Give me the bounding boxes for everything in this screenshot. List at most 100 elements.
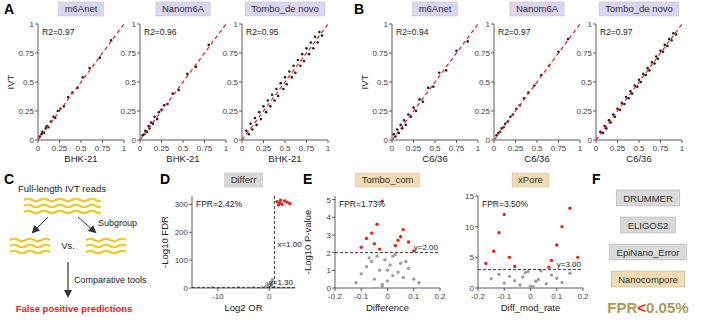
y-tick-label: 0.5 [581,78,593,87]
y-tick [137,140,140,141]
point [636,85,639,88]
title-box [245,2,325,16]
point [555,243,558,246]
point [396,239,399,242]
x-tick [494,140,495,143]
figure: ABCDEF00.250.50.75100.250.50.751R2=0.97m… [0,0,707,326]
title-box [512,173,549,187]
y-tick-label: 0.75 [222,49,238,58]
point [262,105,265,108]
x-axis-label: Log2 OR [224,302,262,313]
y-axis [192,196,193,288]
plot: 00.250.50.75100.250.50.751R2=0.94m6AnetC… [359,2,481,164]
point [407,240,410,243]
plot: 00.250.50.75100.250.50.751R2=0.96Nanom6A… [120,2,228,164]
read [10,251,50,254]
panel-label: D [160,171,170,187]
x-axis-label: C6/36 [524,153,549,164]
x-tick-label: 1 [224,144,229,153]
point [381,285,384,288]
y-tick [35,140,38,141]
point [265,111,268,114]
plot: 00.250.50.75100.250.50.751R2=0.97Tombo_d… [576,2,684,164]
y-tick [389,24,392,25]
point [318,31,321,34]
point [269,105,272,108]
x-tick-label: -0.1 [354,292,368,301]
point [383,258,386,261]
y-tick-label: 0.5 [23,78,35,87]
y-tick-label: 0.25 [222,107,238,116]
x-tick-label: 0 [240,144,245,153]
y-tick [35,53,38,54]
y-tick-label: 0.75 [576,49,592,58]
x-tick [435,140,436,143]
x-axis-label: Diff_mod_rate [501,302,561,313]
point [560,225,563,228]
x-tick-label: 0.5 [633,144,645,153]
y-tick [137,53,140,54]
point [508,275,511,278]
point [308,53,311,56]
point [360,272,363,275]
y-axis-label: IVT [359,74,370,89]
point [292,64,295,67]
x-tick [226,140,227,143]
x-tick-label: 0.25 [610,144,626,153]
y-tick-label: 0.25 [18,107,34,116]
point [186,73,189,76]
point [422,100,425,103]
point [651,61,654,64]
point [258,111,261,114]
point [297,59,300,62]
y-tick [332,199,335,200]
y-tick [491,53,494,54]
arrow [33,217,48,232]
point [391,254,394,257]
y-axis [478,196,479,288]
point [285,83,288,86]
x-tick [413,288,414,291]
point [627,97,630,100]
point [404,124,407,127]
reference-line [392,24,478,140]
y-tick [189,232,192,233]
y-tick [332,252,335,253]
point [555,276,558,279]
y-tick-label: 1 [327,266,332,275]
x-tick [335,288,336,291]
x-tick-label: 0 [528,292,533,301]
x-tick [38,140,39,143]
plot: -0.2-0.100.10.2051015y=3.00FPR=3.50%xPor… [465,173,589,313]
x-tick [81,140,82,143]
annotation: FPR=2.42% [196,199,243,209]
x-axis [192,288,295,289]
x-tick-label: 0.2 [577,292,589,301]
title: Differr [231,174,257,185]
point [547,265,550,268]
point [545,282,548,285]
point [375,254,378,257]
point [271,93,274,96]
y-tick-label: 200 [175,228,189,237]
annotation: FPR=1.73% [339,199,386,209]
point [288,70,291,73]
title: m6Anet [419,3,452,14]
x-tick-label: 0.75 [653,144,669,153]
y-tick-label: 0.5 [125,78,137,87]
point [521,275,524,278]
point [666,45,669,48]
plot-area [392,24,478,140]
x-axis-label: BHK-21 [166,153,199,164]
x-axis-label: BHK-21 [64,153,97,164]
x-tick-label: 0.75 [95,144,111,153]
plot: -1000100200300x=1.00y=1.30FPR=2.42%Diffe… [159,173,302,313]
point [267,99,270,102]
tool-box [611,271,685,287]
y-tick-label: 1 [588,20,593,29]
x-tick [478,140,479,143]
point [503,281,506,284]
point [438,71,441,74]
x-tick-label: 0 [492,144,497,153]
threshold-label: y=1.30 [269,278,294,287]
